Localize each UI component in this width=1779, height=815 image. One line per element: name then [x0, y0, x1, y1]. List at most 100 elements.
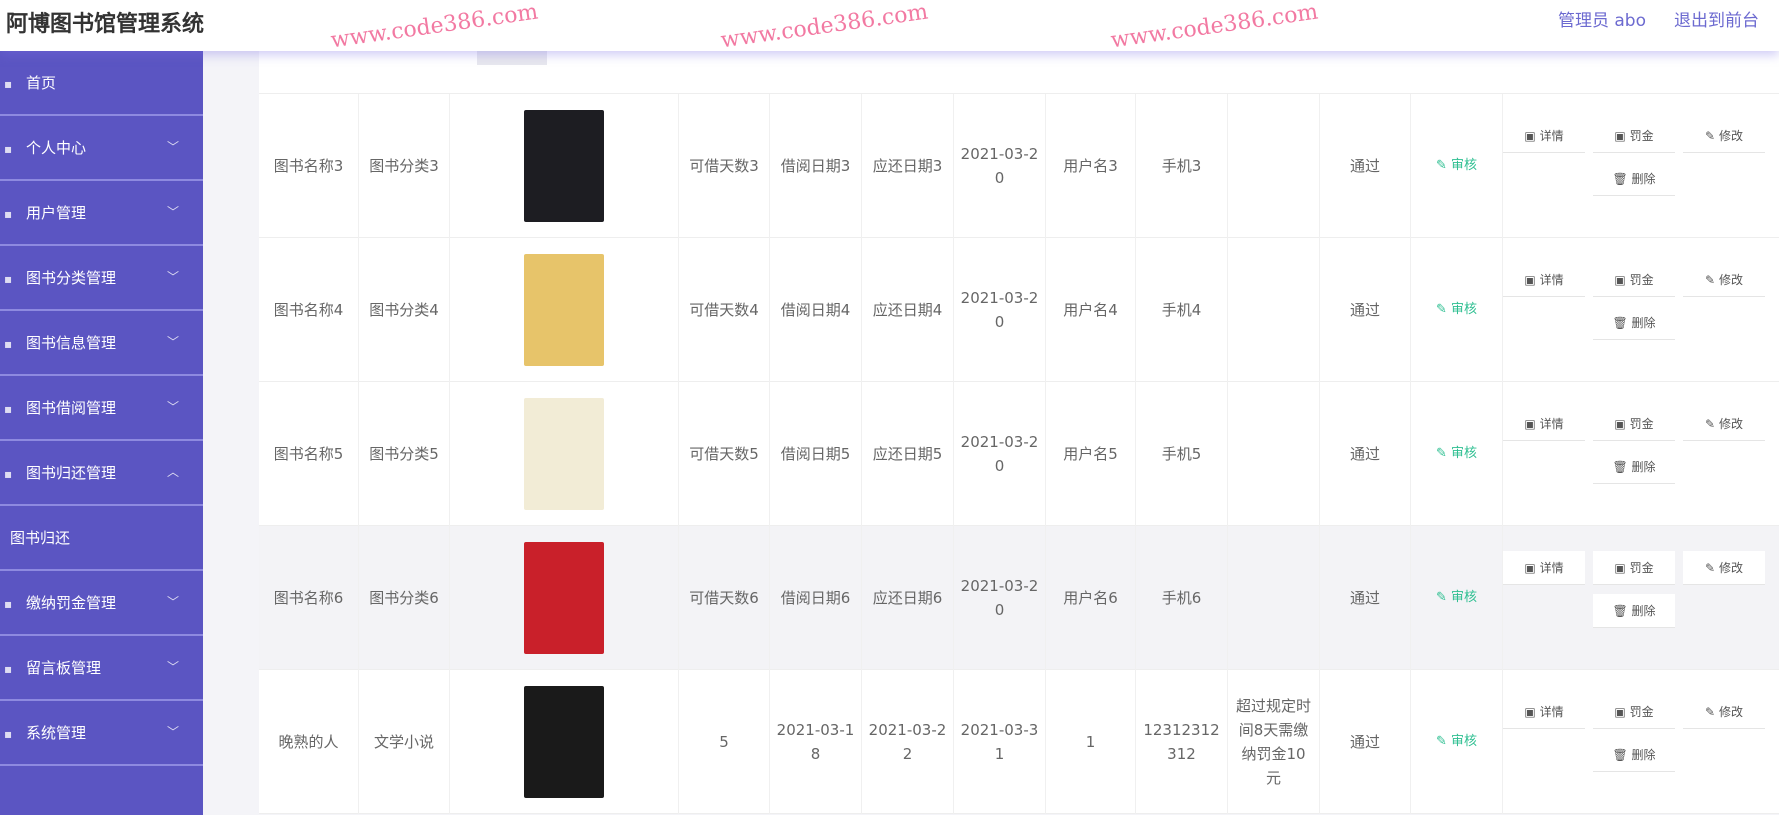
book-cover-image [524, 542, 604, 654]
edit-icon: ✎ [1435, 158, 1447, 173]
cell-due: 2021-03-22 [862, 670, 954, 814]
cell-due: 应还日期5 [862, 382, 954, 526]
book-icon: ▪ [4, 336, 13, 351]
doc-icon: ▣ [1614, 560, 1626, 575]
exit-to-frontend-link[interactable]: 退出到前台 [1674, 11, 1759, 31]
sidebar-item-3[interactable]: ▪ 图书分类管理 ﹀ [0, 246, 203, 311]
chevron-icon: ﹀ [166, 400, 179, 414]
edit-button[interactable]: ✎ 修改 [1683, 551, 1765, 585]
edit-button[interactable]: ✎ 修改 [1683, 263, 1765, 297]
chevron-icon: ﹀ [166, 725, 179, 739]
fine-button[interactable]: ▣ 罚金 [1593, 551, 1675, 585]
sidebar-item-2[interactable]: ▪ 用户管理 ﹀ [0, 181, 203, 246]
doc-icon: ▣ [1614, 704, 1626, 719]
delete-button[interactable]: 🗑 删除 [1593, 738, 1675, 772]
sidebar-item-9[interactable]: ▪ 留言板管理 ﹀ [0, 636, 203, 701]
sidebar-item-10[interactable]: ▪ 系统管理 ﹀ [0, 701, 203, 766]
sidebar-item-7[interactable]: 图书归还 [0, 506, 203, 571]
cell-due: 应还日期3 [862, 94, 954, 238]
cell-name: 图书名称3 [259, 94, 359, 238]
edit-button[interactable]: ✎ 修改 [1683, 407, 1765, 441]
cell-user: 1 [1046, 670, 1136, 814]
sidebar-item-label: 图书借阅管理 [26, 399, 117, 417]
audit-button[interactable]: ✎ 审核 [1411, 382, 1503, 526]
top-header: 阿博图书馆管理系统 管理员 abo 退出到前台 [0, 0, 1779, 51]
sidebar-item-label: 个人中心 [26, 139, 87, 157]
sidebar-item-1[interactable]: ▪ 个人中心 ﹀ [0, 116, 203, 181]
edit-button[interactable]: ✎ 修改 [1683, 695, 1765, 729]
detail-button[interactable]: ▣ 详情 [1503, 551, 1585, 585]
admin-user-link[interactable]: 管理员 abo [1557, 11, 1646, 31]
sidebar: ▪ 首页 ▪ 个人中心 ﹀ ▪ 用户管理 ﹀ ▪ 图书分类管理 ﹀ ▪ 图书信息管理 ﹀ ▪ 图书借阅管理 ﹀ ▪… [0, 51, 203, 815]
delete-button[interactable]: 🗑 删除 [1593, 306, 1675, 340]
edit-icon: ✎ [1435, 734, 1447, 749]
sidebar-item-6[interactable]: ▪ 图书归还管理 ︿ [0, 441, 203, 506]
book-cover-image [524, 686, 604, 798]
edit-button[interactable]: ✎ 修改 [1683, 119, 1765, 153]
cell-status: 通过 [1320, 238, 1411, 382]
cell-name: 图书名称4 [259, 238, 359, 382]
sidebar-item-8[interactable]: ▪ 缴纳罚金管理 ﹀ [0, 571, 203, 636]
book-cover-image [524, 254, 604, 366]
cell-phone: 手机5 [1136, 382, 1228, 526]
detail-button[interactable]: ▣ 详情 [1503, 407, 1585, 441]
cell-days: 可借天数3 [679, 94, 770, 238]
sidebar-item-label: 缴纳罚金管理 [26, 594, 117, 612]
detail-button[interactable]: ▣ 详情 [1503, 695, 1585, 729]
cell-days: 5 [679, 670, 770, 814]
doc-icon: ▣ [1524, 704, 1536, 719]
cell-user: 用户名3 [1046, 94, 1136, 238]
cell-borrow: 借阅日期6 [770, 526, 862, 670]
cell-remark: 超过规定时间8天需缴纳罚金10元 [1228, 670, 1320, 814]
cell-user: 用户名5 [1046, 382, 1136, 526]
delete-button[interactable]: 🗑 删除 [1593, 450, 1675, 484]
doc-icon: ▣ [1524, 560, 1536, 575]
doc-icon: ▣ [1614, 416, 1626, 431]
doc-icon: ▣ [1524, 416, 1536, 431]
cell-due: 应还日期6 [862, 526, 954, 670]
fine-button[interactable]: ▣ 罚金 [1593, 407, 1675, 441]
trash-icon: 🗑 [1612, 171, 1628, 186]
edit-icon: ✎ [1435, 590, 1447, 605]
audit-button[interactable]: ✎ 审核 [1411, 94, 1503, 238]
cell-phone: 12312312312 [1136, 670, 1228, 814]
fine-button[interactable]: ▣ 罚金 [1593, 263, 1675, 297]
cell-days: 可借天数5 [679, 382, 770, 526]
audit-button[interactable]: ✎ 审核 [1411, 526, 1503, 670]
edit-icon: ✎ [1705, 560, 1716, 575]
sidebar-item-4[interactable]: ▪ 图书信息管理 ﹀ [0, 311, 203, 376]
cell-status: 通过 [1320, 526, 1411, 670]
category-icon: ▪ [4, 271, 13, 286]
sidebar-item-label: 图书归还管理 [26, 464, 117, 482]
cell-days: 可借天数6 [679, 526, 770, 670]
cell-remark [1228, 238, 1320, 382]
cell-borrow: 借阅日期5 [770, 382, 862, 526]
edit-icon: ✎ [1435, 446, 1447, 461]
audit-button[interactable]: ✎ 审核 [1411, 238, 1503, 382]
detail-button[interactable]: ▣ 详情 [1503, 119, 1585, 153]
cell-status: 通过 [1320, 670, 1411, 814]
cell-due: 应还日期4 [862, 238, 954, 382]
main-content: 图书名称3 图书分类3 可借天数3 借阅日期3 应还日期3 2021-03-20 用户名3 手… [203, 51, 1779, 815]
cell-remark [1228, 382, 1320, 526]
audit-button[interactable]: ✎ 审核 [1411, 670, 1503, 814]
chevron-icon: ﹀ [166, 205, 179, 219]
sidebar-item-label: 系统管理 [26, 724, 87, 742]
cell-borrow: 借阅日期3 [770, 94, 862, 238]
detail-button[interactable]: ▣ 详情 [1503, 263, 1585, 297]
fine-button[interactable]: ▣ 罚金 [1593, 695, 1675, 729]
cell-category: 图书分类5 [359, 382, 450, 526]
fine-button[interactable]: ▣ 罚金 [1593, 119, 1675, 153]
sidebar-item-5[interactable]: ▪ 图书借阅管理 ﹀ [0, 376, 203, 441]
book-cover-image [524, 398, 604, 510]
edit-icon: ✎ [1705, 128, 1716, 143]
cell-name: 图书名称6 [259, 526, 359, 670]
chevron-icon: ﹀ [166, 660, 179, 674]
cell-status: 通过 [1320, 382, 1411, 526]
delete-button[interactable]: 🗑 删除 [1593, 162, 1675, 196]
cell-phone: 手机6 [1136, 526, 1228, 670]
delete-button[interactable]: 🗑 删除 [1593, 594, 1675, 628]
sidebar-item-0[interactable]: ▪ 首页 [0, 51, 203, 116]
book-cover-image [524, 110, 604, 222]
doc-icon: ▣ [1614, 128, 1626, 143]
